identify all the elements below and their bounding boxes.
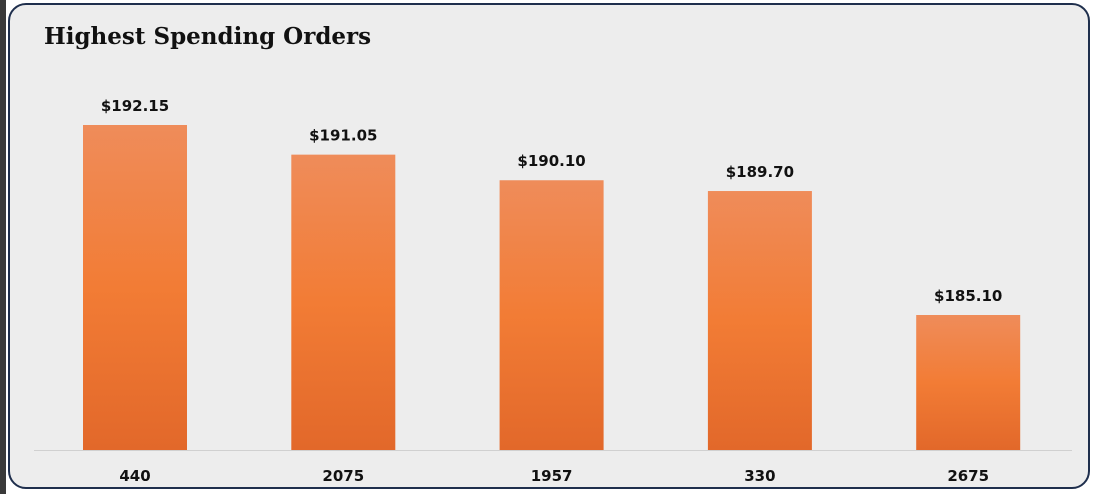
bar-2075	[291, 154, 396, 450]
x-tick-label-330: 330	[744, 467, 775, 485]
bar-330	[707, 191, 812, 450]
bars-group: $192.15 440 $191.05 2075 $190.10 1957 $189.70 3…	[83, 97, 1021, 485]
data-label-330: $189.70	[726, 163, 794, 181]
window-edge	[0, 0, 6, 494]
bar-1957	[499, 180, 604, 450]
data-label-1957: $190.10	[517, 152, 585, 170]
bar-chart: $192.15 440 $191.05 2075 $190.10 1957 $189.70 3…	[34, 97, 1072, 485]
x-tick-label-2675: 2675	[947, 467, 989, 485]
data-label-2075: $191.05	[309, 127, 377, 145]
bar-2675	[916, 315, 1021, 450]
x-tick-label-1957: 1957	[531, 467, 573, 485]
x-tick-label-440: 440	[119, 467, 150, 485]
chart-title: Highest Spending Orders	[44, 23, 372, 50]
bar-440	[83, 125, 187, 450]
data-label-440: $192.15	[101, 97, 169, 115]
x-tick-label-2075: 2075	[322, 467, 364, 485]
chart-card: Highest Spending Orders $192.15 440 $191.0…	[8, 3, 1090, 489]
data-label-2675: $185.10	[934, 287, 1002, 305]
